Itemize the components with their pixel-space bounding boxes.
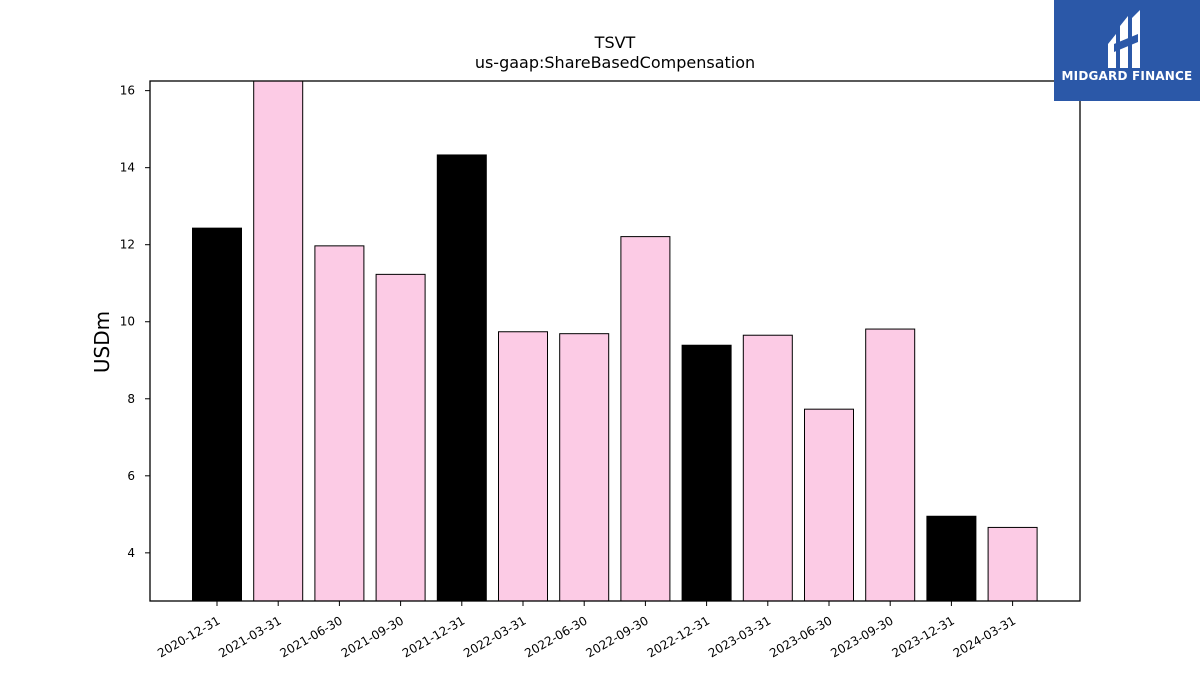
x-tick-label: 2022-09-30 bbox=[583, 613, 650, 660]
plot-frame bbox=[149, 80, 1081, 602]
bar-2023-06-30 bbox=[804, 408, 854, 602]
y-tick-label: 4 bbox=[127, 546, 135, 560]
bar-2021-12-31 bbox=[436, 154, 487, 602]
x-tick-label: 2023-03-31 bbox=[706, 613, 773, 660]
y-tick-label: 10 bbox=[120, 315, 135, 329]
brand-logo: MIDGARD FINANCE bbox=[1054, 0, 1200, 101]
bar-2022-03-31 bbox=[498, 331, 548, 602]
x-tick-label: 2024-03-31 bbox=[951, 613, 1018, 660]
bar-2022-09-30 bbox=[620, 236, 671, 602]
bar-2024-03-31 bbox=[987, 526, 1038, 602]
bar-2021-06-30 bbox=[314, 245, 365, 602]
bar-2023-03-31 bbox=[742, 334, 793, 602]
bar-2023-12-31 bbox=[926, 515, 977, 602]
x-tick-label: 2023-09-30 bbox=[828, 613, 895, 660]
midgard-logo-icon bbox=[1108, 10, 1140, 68]
chart-subtitle: us-gaap:ShareBasedCompensation bbox=[475, 53, 755, 72]
bar-2021-09-30 bbox=[375, 273, 426, 602]
x-tick-label: 2021-12-31 bbox=[400, 613, 467, 660]
y-tick-label: 16 bbox=[120, 84, 135, 98]
bar-2022-12-31 bbox=[681, 344, 732, 602]
y-tick-label: 14 bbox=[120, 161, 135, 175]
x-tick-label: 2022-12-31 bbox=[645, 613, 712, 660]
x-ticks: 2020-12-312021-03-312021-06-302021-09-30… bbox=[155, 601, 1018, 660]
x-tick-label: 2021-06-30 bbox=[277, 613, 344, 660]
x-tick-label: 2021-09-30 bbox=[339, 613, 406, 660]
y-tick-label: 6 bbox=[127, 469, 135, 483]
bar-2022-06-30 bbox=[559, 333, 610, 602]
bar-2020-12-31 bbox=[192, 227, 242, 602]
chart-title: TSVT bbox=[594, 33, 636, 52]
x-tick-label: 2023-06-30 bbox=[767, 613, 834, 660]
y-ticks: 4 6 8 10 12 14 16 bbox=[120, 84, 150, 560]
brand-name: MIDGARD FINANCE bbox=[1061, 69, 1193, 83]
y-axis-label: USDm bbox=[90, 311, 114, 373]
x-tick-label: 2022-06-30 bbox=[522, 613, 589, 660]
x-tick-label: 2021-03-31 bbox=[216, 613, 283, 660]
bar-2021-03-31 bbox=[253, 80, 304, 602]
bars-layer bbox=[192, 80, 1038, 602]
x-tick-label: 2020-12-31 bbox=[155, 613, 222, 660]
x-tick-label: 2022-03-31 bbox=[461, 613, 528, 660]
bar-2023-09-30 bbox=[865, 328, 916, 602]
y-tick-label: 8 bbox=[127, 392, 135, 406]
y-tick-label: 12 bbox=[120, 238, 135, 252]
x-tick-label: 2023-12-31 bbox=[889, 613, 956, 660]
